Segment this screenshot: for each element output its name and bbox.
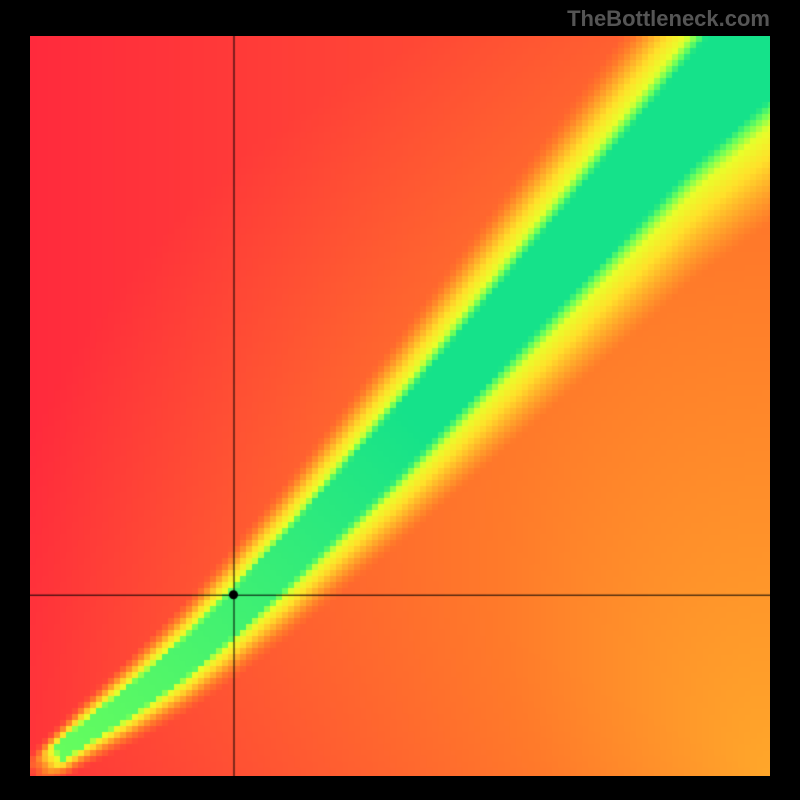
- heatmap-plot: [30, 36, 770, 776]
- chart-container: TheBottleneck.com: [0, 0, 800, 800]
- attribution-label: TheBottleneck.com: [567, 6, 770, 32]
- heatmap-canvas: [30, 36, 770, 776]
